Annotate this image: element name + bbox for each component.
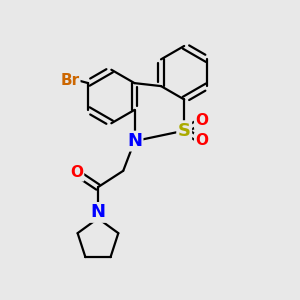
Text: O: O xyxy=(195,133,208,148)
Text: S: S xyxy=(178,122,191,140)
Text: Br: Br xyxy=(60,73,79,88)
Text: N: N xyxy=(127,132,142,150)
Text: N: N xyxy=(91,203,106,221)
Text: O: O xyxy=(70,165,83,180)
Text: O: O xyxy=(195,113,208,128)
